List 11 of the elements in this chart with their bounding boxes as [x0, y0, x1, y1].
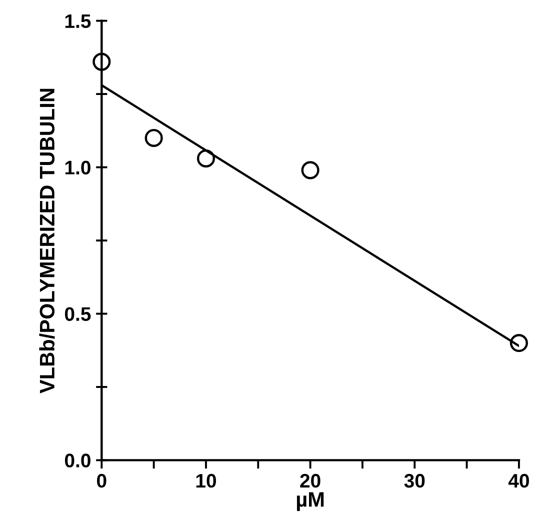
y-tick-label: 0.5 — [64, 307, 91, 321]
x-tick-label: 10 — [196, 474, 216, 488]
x-axis-title: µM — [296, 492, 324, 511]
x-tick-label: 20 — [300, 474, 320, 488]
x-tick-label: 30 — [404, 474, 425, 488]
x-tick-label: 40 — [508, 474, 529, 488]
x-tick-label: 0 — [97, 474, 106, 488]
y-axis-title: VLBb/POLYMERIZED TUBULIN — [39, 88, 55, 394]
y-tick-label: 0.0 — [64, 454, 90, 468]
y-tick-label: 1.0 — [65, 160, 90, 175]
y-tick-label: 1.5 — [65, 14, 91, 28]
